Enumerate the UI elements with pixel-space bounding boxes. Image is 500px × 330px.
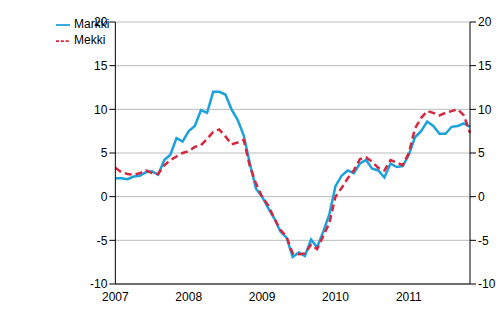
svg-text:2011: 2011	[396, 290, 422, 304]
svg-text:2009: 2009	[249, 290, 276, 304]
svg-text:2007: 2007	[102, 290, 129, 304]
svg-text:-5: -5	[478, 234, 489, 248]
svg-text:5: 5	[101, 146, 108, 160]
svg-text:10: 10	[478, 103, 492, 117]
svg-text:20: 20	[478, 15, 492, 29]
svg-text:20: 20	[94, 15, 108, 29]
svg-text:15: 15	[478, 59, 492, 73]
svg-text:-10: -10	[90, 277, 108, 291]
svg-text:2010: 2010	[322, 290, 349, 304]
svg-text:15: 15	[94, 59, 108, 73]
svg-text:-10: -10	[478, 277, 492, 291]
svg-text:10: 10	[94, 103, 108, 117]
svg-text:0: 0	[478, 190, 485, 204]
svg-text:2008: 2008	[175, 290, 202, 304]
svg-text:-5: -5	[97, 234, 108, 248]
svg-text:5: 5	[478, 146, 485, 160]
svg-text:0: 0	[101, 190, 108, 204]
